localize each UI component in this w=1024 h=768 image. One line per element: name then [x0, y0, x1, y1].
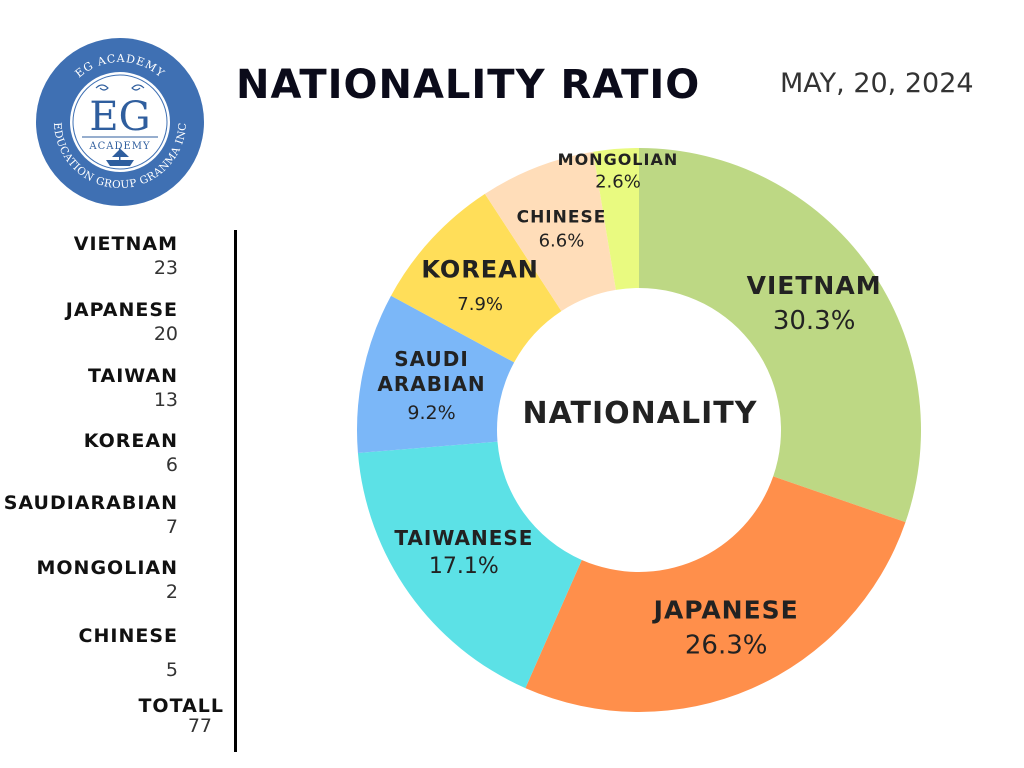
count-value: 7 — [165, 516, 178, 538]
nationality-donut-chart: VIETNAM 30.3% JAPANESE 26.3% TAIWANESE 17.1% S… — [357, 148, 922, 712]
slice-label: JAPANESE 26.3% — [652, 596, 799, 661]
count-item: SAUDIARABIAN 7 — [4, 491, 178, 539]
count-name: SAUDIARABIAN — [3, 492, 178, 514]
slice-label-name: CHINESE — [517, 208, 607, 228]
count-value: 77 — [187, 715, 212, 737]
slice-label-percent: 7.9% — [457, 294, 503, 315]
logo-subtitle: ACADEMY — [88, 141, 150, 152]
count-name: CHINESE — [78, 625, 178, 647]
slice-label: MONGOLIAN 2.6% — [558, 150, 679, 193]
count-value: 6 — [165, 454, 178, 476]
count-value: 5 — [165, 659, 178, 681]
count-name: VIETNAM — [73, 233, 178, 255]
page-title: NATIONALITY RATIO — [236, 62, 701, 108]
slice-mongolian — [593, 148, 639, 290]
slice-label: VIETNAM 30.3% — [747, 271, 882, 336]
count-name: KOREAN — [83, 430, 178, 452]
slice-label-name: VIETNAM — [747, 271, 882, 300]
count-value: 23 — [153, 257, 178, 279]
count-item: MONGOLIAN 2 — [37, 556, 179, 604]
slice-taiwanese — [357, 441, 582, 689]
slice-label-name: TAIWANESE — [394, 526, 533, 550]
slice-label-name: SAUDI — [394, 347, 469, 371]
donut-center-label: NATIONALITY — [523, 396, 758, 431]
slice-japanese — [525, 476, 906, 712]
scroll-ornament-icon — [95, 84, 145, 91]
slice-label-percent: 17.1% — [429, 554, 499, 579]
count-item: TAIWAN 13 — [88, 364, 178, 412]
count-item: JAPANESE 20 — [66, 298, 178, 346]
count-value: 2 — [165, 581, 178, 603]
slice-label-name: JAPANESE — [652, 596, 799, 625]
slice-label-name: ARABIAN — [377, 372, 485, 396]
slice-label: CHINESE 6.6% — [517, 208, 607, 252]
slice-korean — [391, 193, 562, 363]
count-total: TOTALL 77 — [138, 694, 224, 738]
count-name: JAPANESE — [65, 299, 178, 321]
count-item: KOREAN 6 — [84, 429, 178, 477]
slice-label: SAUDIARABIAN 9.2% — [377, 347, 485, 424]
count-value: 20 — [153, 323, 178, 345]
slice-label-percent: 2.6% — [595, 171, 641, 192]
slice-saudi-arabian — [357, 295, 515, 454]
divider — [234, 230, 237, 752]
count-item: VIETNAM 23 — [74, 232, 178, 280]
slice-label-percent: 6.6% — [539, 231, 585, 252]
count-name: TAIWAN — [88, 365, 178, 387]
count-value: 13 — [153, 389, 178, 411]
ship-icon — [106, 148, 134, 166]
slice-label-name: MONGOLIAN — [558, 150, 679, 169]
slice-label: KOREAN 7.9% — [421, 255, 538, 315]
count-name: TOTALL — [138, 695, 224, 717]
slice-label: TAIWANESE 17.1% — [394, 526, 533, 579]
slice-label-name: KOREAN — [421, 255, 538, 283]
logo-monogram: EG — [89, 94, 150, 140]
eg-academy-logo: EG ACADEMY EDUCATION GROUP GRANMA INC EG… — [34, 36, 206, 208]
slice-vietnam — [639, 148, 922, 523]
slice-label-percent: 30.3% — [773, 306, 856, 336]
report-date: MAY, 20, 2024 — [780, 68, 974, 99]
slice-chinese — [484, 151, 616, 312]
count-item: CHINESE 5 — [79, 624, 178, 682]
slice-label-percent: 26.3% — [685, 631, 768, 661]
slice-label-percent: 9.2% — [407, 402, 455, 424]
count-name: MONGOLIAN — [36, 557, 178, 579]
